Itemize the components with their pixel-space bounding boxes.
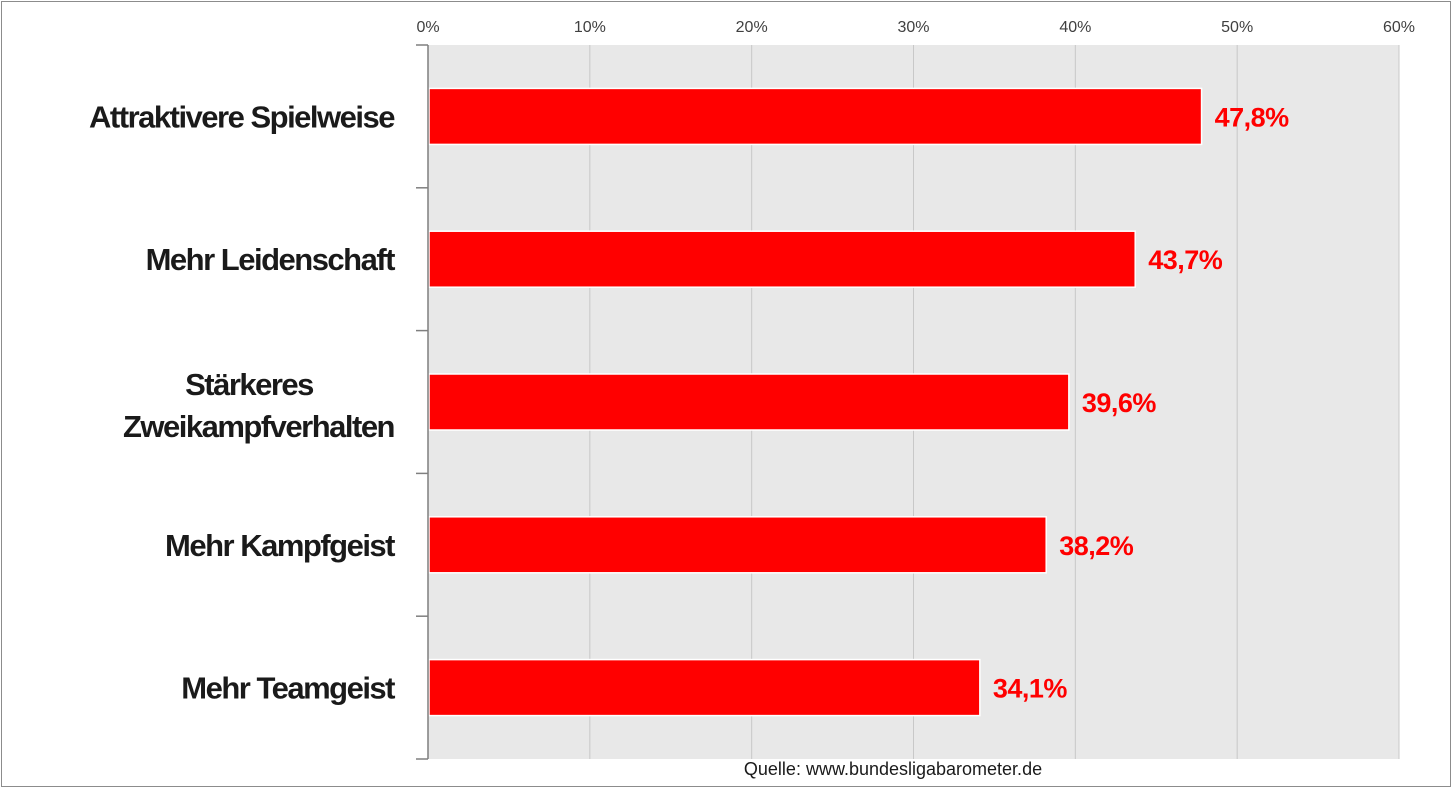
data-label: 43,7% [1148,245,1223,275]
bar [428,516,1047,574]
x-tick-label: 30% [897,19,929,36]
category-labels: Attraktivere Spielweise Mehr Leidenschaft… [89,99,397,706]
x-tick-label: 10% [574,19,606,36]
bar [428,658,981,717]
x-tick-label: 50% [1221,19,1253,36]
category-label: Stärkeres Zweikampfverhalten [123,367,395,444]
bar [428,373,1070,431]
bars [428,87,1203,717]
category-label: Mehr Kampfgeist [165,528,395,563]
x-tick-label: 60% [1383,19,1415,36]
x-tick-label: 0% [416,19,439,36]
bar [428,87,1203,146]
category-label: Mehr Teamgeist [181,671,395,706]
bar [428,230,1136,288]
data-labels: 47,8% 43,7% 39,6% 38,2% 34,1% [993,102,1290,704]
x-tick-label: 40% [1059,19,1091,36]
source-note: Quelle: www.bundesligabarometer.de [744,759,1042,779]
x-axis-ticks: 0% 10% 20% 30% 40% 50% 60% [416,19,1415,36]
category-label: Attraktivere Spielweise [89,99,395,134]
data-label: 47,8% [1215,102,1290,132]
y-axis-tick-marks [416,44,428,760]
category-label: Mehr Leidenschaft [146,242,396,277]
data-label: 34,1% [993,674,1068,704]
x-tick-label: 20% [736,19,768,36]
data-label: 39,6% [1082,388,1157,418]
data-label: 38,2% [1059,531,1134,561]
